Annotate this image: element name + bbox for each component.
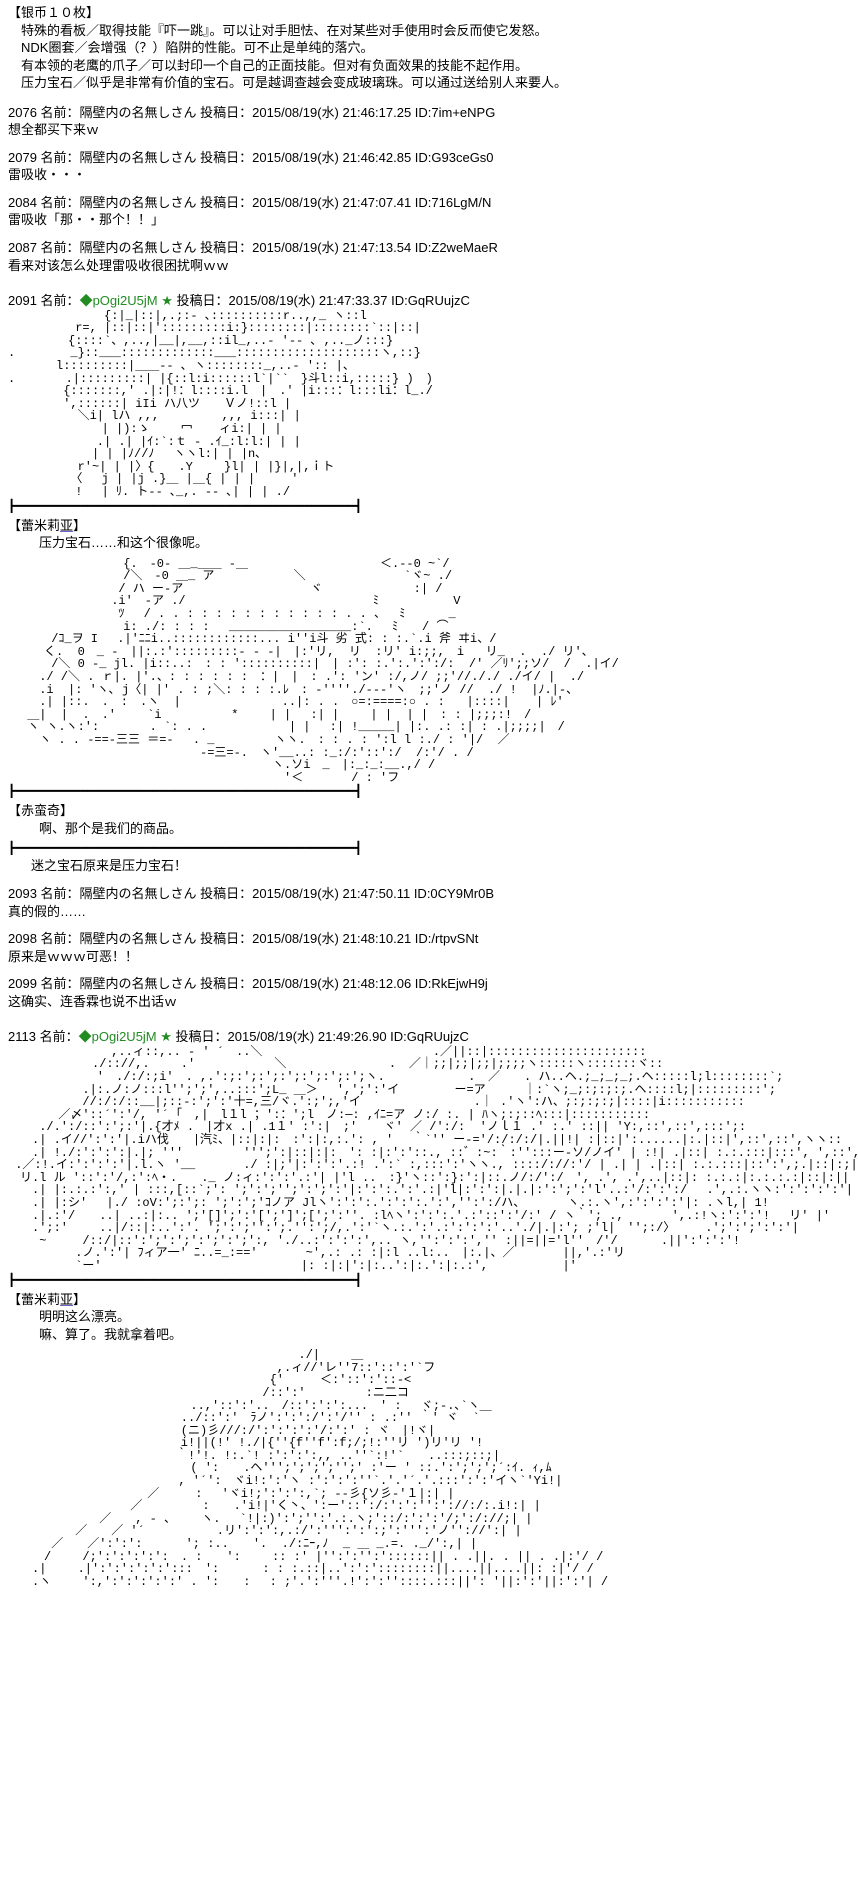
post-meta: 名前：隔壁内の名無しさん 投稿日：2015/08/19(水) 21:47:13.… [41,240,498,255]
post-header-trip: 2091 名前：◆pOgi2U5jM ★ 投稿日：2015/08/19(水) 2… [8,292,850,310]
post-meta: 名前：隔壁内の名無しさん 投稿日：2015/08/19(水) 21:47:07.… [41,195,492,210]
post-prefix: 名前： [41,293,80,308]
narration-text: 迷之宝石原来是压力宝石！ [18,857,850,875]
dialogue-line: 压力宝石……和这个很像呢。 [26,534,850,552]
ascii-art-scene: ,..ィ::,.. - ' ´ ..＼ .／||::|:::::::::::::… [8,1046,850,1273]
post-num: 2084 [8,195,37,210]
post-body: 这确实、连香霖也说不出话ｗ [8,993,850,1011]
post-num: 2079 [8,150,37,165]
ascii-art-char2: ./| ＿ ,.ィ//'レ''7::'::':'`フ {' ＜:'::':'::… [8,1349,850,1588]
post-header-trip: 2113 名前：◆pOgi2U5jM ★ 投稿日：2015/08/19(水) 2… [8,1028,850,1046]
tripcode: ◆pOgi2U5jM [80,293,158,308]
top-line: 特殊的看板／取得技能『吓一跳』。可以让对手胆怯、在对某些对手使用时会反而使它发怒… [8,22,850,40]
ascii-art-remilia: {:|_|::|,.;:- ､::::::::::r..,,_ ヽ::l r=,… [8,310,850,499]
speaker-name: 【蕾米莉亚】 [8,517,850,535]
speaker-name: 【蕾米莉亚】 [8,1291,850,1309]
post-meta: 名前：隔壁内の名無しさん 投稿日：2015/08/19(水) 21:48:10.… [41,931,479,946]
post-prefix: 名前： [40,1029,79,1044]
star-icon: ★ [158,293,173,308]
divider-bar: ┣━━━━━━━━━━━━━━━━━━━━━━━━━━━━━━━━━━━━━━━… [8,1275,850,1287]
speaker-underline: 亚 [60,1292,73,1307]
post-meta: 名前：隔壁内の名無しさん 投稿日：2015/08/19(水) 21:48:12.… [41,976,488,991]
post-num: 2099 [8,976,37,991]
top-line: 有本领的老鹰的爪子／可以封印一个自己的正面技能。但对有负面效果的技能不起作用。 [8,57,850,75]
top-line: 【银币１０枚】 [8,4,850,22]
post-body: 看来对该怎么处理雷吸收很困扰啊ｗｗ [8,257,850,275]
top-line: NDK圈套／会增强（？）陷阱的性能。可不止是单纯的落穴。 [8,39,850,57]
speaker-text: 【蕾米莉 [8,518,60,533]
speaker-close: 】 [73,1292,86,1307]
divider-bar: ┣━━━━━━━━━━━━━━━━━━━━━━━━━━━━━━━━━━━━━━━… [8,843,850,855]
post-meta: 名前：隔壁内の名無しさん 投稿日：2015/08/19(水) 21:46:42.… [41,150,494,165]
top-line: 压力宝石／似乎是非常有价值的宝石。可是越调查越会变成玻璃珠。可以通过送给别人来要… [8,74,850,92]
post-header: 2093 名前：隔壁内の名無しさん 投稿日：2015/08/19(水) 21:4… [8,885,850,903]
post-body: 真的假的…… [8,903,850,921]
dialogue-line: 嘛、算了。我就拿着吧。 [26,1326,850,1344]
post-meta: 名前：隔壁内の名無しさん 投稿日：2015/08/19(水) 21:46:17.… [41,105,496,120]
post-body: 想全都买下来ｗ [8,121,850,139]
tripcode: ◆pOgi2U5jM [79,1029,157,1044]
post-num: 2076 [8,105,37,120]
speaker-text: 【蕾米莉 [8,1292,60,1307]
post-body: 原来是ｗｗｗ可恶！！ [8,948,850,966]
speaker-close: 】 [73,518,86,533]
divider-bar: ┣━━━━━━━━━━━━━━━━━━━━━━━━━━━━━━━━━━━━━━━… [8,786,850,798]
post-header: 2098 名前：隔壁内の名無しさん 投稿日：2015/08/19(水) 21:4… [8,930,850,948]
dialogue-line: 明明这么漂亮。 [26,1308,850,1326]
post-body: 雷吸收「那・・那个！！」 [8,211,850,229]
post-suffix: 投稿日：2015/08/19(水) 21:49:26.90 ID:GqRUujz… [172,1029,469,1044]
post-body: 雷吸收・・・ [8,166,850,184]
dialogue-line: 啊、那个是我们的商品。 [26,820,850,838]
post-header: 2099 名前：隔壁内の名無しさん 投稿日：2015/08/19(水) 21:4… [8,975,850,993]
post-num: 2093 [8,886,37,901]
star-icon: ★ [157,1029,172,1044]
post-suffix: 投稿日：2015/08/19(水) 21:47:33.37 ID:GqRUujz… [173,293,470,308]
divider-bar: ┣━━━━━━━━━━━━━━━━━━━━━━━━━━━━━━━━━━━━━━━… [8,501,850,513]
post-header: 2076 名前：隔壁内の名無しさん 投稿日：2015/08/19(水) 21:4… [8,104,850,122]
post-meta: 名前：隔壁内の名無しさん 投稿日：2015/08/19(水) 21:47:50.… [41,886,494,901]
post-num: 2113 [8,1029,36,1044]
top-block: 【银币１０枚】 特殊的看板／取得技能『吓一跳』。可以让对手胆怯、在对某些对手使用… [8,4,850,92]
post-header: 2079 名前：隔壁内の名無しさん 投稿日：2015/08/19(水) 21:4… [8,149,850,167]
ascii-art-sekibanki: {. -0- ＿_＿＿ -＿ ＜.--0 ~`/ /＼ -0 ＿_ ア ＼ `ヾ… [8,558,850,785]
post-num: 2087 [8,240,37,255]
speaker-underline: 亚 [60,518,73,533]
post-header: 2087 名前：隔壁内の名無しさん 投稿日：2015/08/19(水) 21:4… [8,239,850,257]
post-header: 2084 名前：隔壁内の名無しさん 投稿日：2015/08/19(水) 21:4… [8,194,850,212]
post-num: 2098 [8,931,37,946]
speaker-name: 【赤蛮奇】 [8,802,850,820]
post-num: 2091 [8,293,37,308]
